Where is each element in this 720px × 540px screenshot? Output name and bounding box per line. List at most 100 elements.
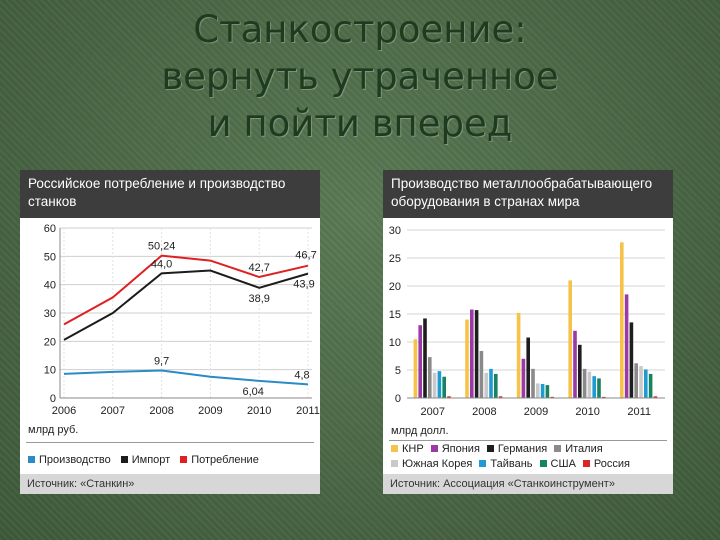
line-y-tick-label: 50: [44, 251, 56, 263]
line-y-tick-label: 20: [44, 336, 56, 348]
bar-chart-header: Производство металлообрабатывающего обор…: [383, 170, 673, 218]
line-data-label: 44,0: [151, 258, 172, 270]
bar-legend-swatch: [391, 445, 398, 452]
bar-Япония-2009: [521, 358, 526, 398]
bar-legend-label: Германия: [497, 442, 548, 455]
line-x-tick-label: 2009: [198, 405, 222, 417]
bar-legend-swatch: [554, 445, 562, 452]
bar-Германия-2008: [474, 310, 479, 398]
bar-x-tick-label: 2007: [421, 406, 445, 418]
bar-КНР-2011: [620, 242, 624, 398]
line-y-tick-label: 60: [44, 223, 56, 235]
bar-Япония-2007: [418, 325, 422, 398]
line-chart-legend: Производство Импорт Потребление: [28, 452, 259, 467]
line-x-tick-label: 2008: [149, 405, 173, 417]
bar-legend-swatch: [486, 445, 494, 452]
line-y-tick-label: 10: [44, 365, 56, 377]
line-data-label: 42,7: [248, 262, 269, 274]
bar-Германия-2010: [578, 344, 582, 398]
line-legend-separator: [26, 442, 314, 443]
bar-Италия-2010: [582, 368, 587, 398]
bar-США-2011: [648, 373, 653, 398]
bar-x-tick-label: 2011: [627, 406, 651, 418]
line-y-tick-label: 30: [44, 308, 56, 320]
bar-Россия-2011: [653, 396, 658, 398]
line-series-Потребление: [63, 254, 309, 326]
bar-y-tick-label: 5: [395, 365, 401, 377]
bar-legend-swatch: [479, 460, 487, 467]
line-chart-plot: 0 10 20 30 40 50 60 2006 2007 2008 2009 2010 2011 50,…: [44, 223, 320, 417]
line-legend-item: Импорт: [120, 452, 171, 467]
bar-legend-item: Тайвань: [479, 456, 533, 471]
line-x-tick-label: 2010: [247, 405, 271, 417]
bar-КНР-2008: [465, 319, 469, 398]
bar-Тайвань-2009: [540, 384, 545, 398]
bar-legend-item: Россия: [582, 456, 630, 471]
bar-legend-label: Россия: [593, 457, 630, 470]
bar-Италия-2007: [428, 357, 432, 398]
line-legend-swatch: [28, 456, 35, 463]
bar-legend-swatch: [391, 460, 398, 467]
bar-Южная Корея-2008: [484, 372, 488, 398]
bar-legend-separator: [389, 440, 667, 441]
bar-Тайвань-2010: [592, 376, 596, 398]
bar-Германия-2011: [629, 322, 634, 398]
bar-Япония-2008: [470, 309, 474, 398]
line-chart-title-line-2: станков: [28, 194, 77, 209]
line-x-tick-label: 2006: [52, 405, 76, 417]
line-chart-title-line-1: Российское потребление и производство: [28, 176, 286, 191]
line-x-tick-label: 2007: [101, 405, 125, 417]
bar-y-tick-label: 20: [389, 281, 401, 293]
line-y-tick-label: 0: [50, 393, 56, 405]
bar-legend-item: Южная Корея: [391, 456, 472, 471]
line-chart-source: Источник: «Станкин»: [20, 474, 320, 494]
line-chart-panel: Российское потребление и производство ст…: [20, 170, 320, 494]
line-legend-label: Импорт: [131, 453, 171, 466]
bar-legend-label: КНР: [402, 442, 424, 455]
bar-y-tick-label: 30: [389, 225, 401, 237]
bar-legend-swatch: [539, 460, 547, 467]
bar-x-tick-label: 2010: [575, 406, 599, 418]
bar-Тайвань-2008: [489, 368, 493, 398]
bar-legend-item: США: [539, 456, 576, 471]
bar-Япония-2010: [573, 330, 577, 398]
bar-chart-title-line-1: Производство металлообрабатывающего: [391, 176, 653, 191]
bar-chart-unit: млрд долл.: [391, 425, 449, 437]
line-legend-label: Производство: [39, 453, 111, 466]
bar-chart-panel: Производство металлообрабатывающего обор…: [383, 170, 673, 494]
bar-Тайвань-2007: [437, 371, 442, 398]
bar-x-tick-label: 2009: [524, 406, 548, 418]
line-data-label: 4,8: [294, 369, 309, 381]
bar-Италия-2009: [531, 368, 535, 398]
bar-Россия-2007: [447, 396, 451, 398]
bar-legend-item: КНР: [391, 441, 424, 456]
bar-y-tick-label: 15: [389, 309, 401, 321]
slide-title-line-1: Станкостроение:: [193, 8, 527, 51]
bar-legend-swatch: [582, 460, 590, 467]
line-series-Импорт: [63, 269, 309, 341]
line-data-label: 38,9: [248, 293, 269, 305]
line-chart-header: Российское потребление и производство ст…: [20, 170, 320, 218]
bar-Италия-2011: [634, 363, 638, 398]
line-data-label: 9,7: [154, 356, 169, 368]
line-legend-label: Потребление: [191, 453, 259, 466]
slide-title-line-3: и пойти вперед: [207, 102, 513, 145]
slide-title: Станкостроение: вернуть утраченное и пой…: [0, 6, 720, 147]
slide-title-line-2: вернуть утраченное: [161, 55, 559, 98]
bar-legend-label: Тайвань: [490, 457, 533, 470]
line-legend-item: Производство: [28, 452, 111, 467]
bar-КНР-2010: [568, 280, 572, 398]
bar-Южная Корея-2009: [536, 383, 540, 398]
line-data-label: 46,7: [295, 250, 316, 262]
line-legend-swatch: [180, 456, 188, 463]
line-series-Производство: [63, 369, 309, 386]
bar-США-2009: [545, 385, 550, 398]
bar-chart-title-line-2: оборудования в странах мира: [391, 194, 580, 209]
line-x-tick-label: 2011: [296, 405, 320, 417]
bar-legend-item: Япония: [430, 441, 480, 456]
bar-Тайвань-2011: [644, 369, 648, 398]
bar-США-2010: [597, 378, 601, 398]
line-y-tick-label: 40: [44, 280, 56, 292]
bar-Япония-2011: [624, 294, 629, 398]
bar-Южная Корея-2010: [587, 371, 592, 398]
